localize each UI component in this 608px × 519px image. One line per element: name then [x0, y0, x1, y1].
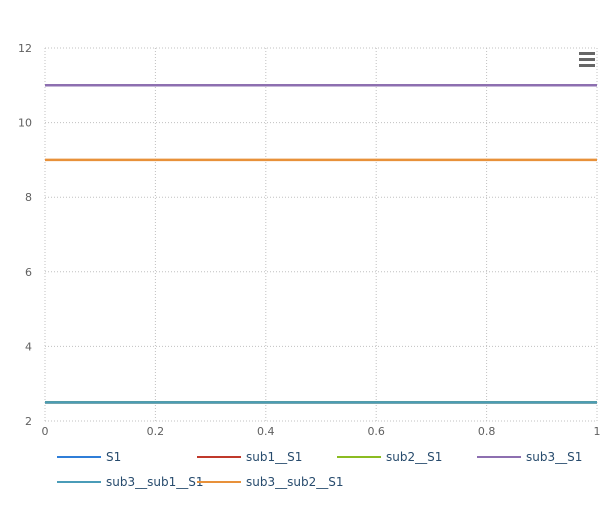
- series-layer: [45, 84, 597, 404]
- legend-label: sub3__sub1__S1: [106, 475, 203, 489]
- y-tick-label: 10: [18, 117, 32, 130]
- hamburger-menu-icon: [579, 52, 595, 67]
- y-tick-label: 12: [18, 42, 32, 55]
- x-tick-label: 0.8: [478, 425, 496, 438]
- y-tick-label: 8: [25, 191, 32, 204]
- axis-labels: 2 4 6 8 10 12 0 0.2 0.4 0.6 0.8 1: [18, 42, 601, 438]
- x-tick-label: 0: [42, 425, 49, 438]
- grid-layer: [44, 47, 598, 422]
- x-tick-label: 0.2: [147, 425, 165, 438]
- legend-item-sub2__S1[interactable]: sub2__S1: [337, 450, 442, 464]
- x-tick-label: 0.6: [367, 425, 385, 438]
- legend-item-sub1__S1[interactable]: sub1__S1: [197, 450, 302, 464]
- y-tick-label: 4: [25, 340, 32, 353]
- legend: S1 sub1__S1 sub2__S1 sub3__S1 sub3__sub1__S1…: [57, 450, 582, 489]
- legend-label: sub3__sub2__S1: [246, 475, 343, 489]
- y-tick-label: 2: [25, 415, 32, 428]
- y-tick-label: 6: [25, 266, 32, 279]
- x-tick-label: 1: [594, 425, 601, 438]
- legend-item-S1[interactable]: S1: [57, 450, 121, 464]
- legend-item-sub3__sub1__S1[interactable]: sub3__sub1__S1: [57, 475, 203, 489]
- legend-item-sub3__S1[interactable]: sub3__S1: [477, 450, 582, 464]
- x-tick-label: 0.4: [257, 425, 275, 438]
- legend-item-sub3__sub2__S1[interactable]: sub3__sub2__S1: [197, 475, 343, 489]
- legend-label: sub3__S1: [526, 450, 582, 464]
- chart-menu-button[interactable]: [575, 48, 599, 72]
- legend-label: S1: [106, 450, 121, 464]
- legend-label: sub1__S1: [246, 450, 302, 464]
- legend-label: sub2__S1: [386, 450, 442, 464]
